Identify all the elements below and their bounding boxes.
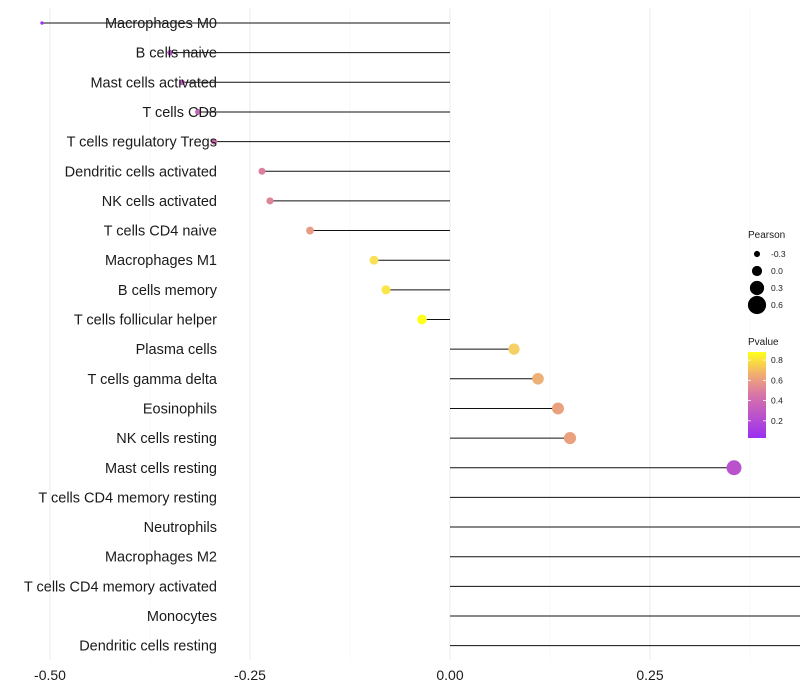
legend-size-key bbox=[751, 265, 763, 277]
legend-size-key bbox=[753, 250, 761, 258]
x-tick-label: -0.25 bbox=[234, 667, 266, 683]
grid-lines bbox=[49, 8, 751, 660]
legend-size-key bbox=[747, 295, 767, 315]
y-category-label: Dendritic cells resting bbox=[79, 639, 217, 655]
lollipop-point bbox=[532, 372, 544, 385]
y-category-label: B cells memory bbox=[118, 283, 218, 299]
lollipop-point bbox=[179, 79, 185, 86]
y-category-label: T cells CD4 naive bbox=[104, 224, 217, 240]
legend-size-label: 0.6 bbox=[771, 300, 783, 310]
legend-pvalue-title: Pvalue bbox=[748, 337, 779, 348]
lollipop-point bbox=[210, 138, 218, 145]
lollipop-point bbox=[40, 21, 44, 25]
lollipop-point bbox=[552, 402, 564, 415]
legend-pvalue: Pvalue 0.8 0.6 0.4 0.2 bbox=[748, 337, 783, 438]
legend-size-label: 0.0 bbox=[771, 266, 783, 276]
lollipop-point bbox=[266, 197, 274, 205]
x-tick-label: 0.00 bbox=[436, 667, 463, 683]
y-category-label: Monocytes bbox=[147, 609, 217, 625]
x-tick-label: -0.50 bbox=[34, 667, 66, 683]
lollipop-point bbox=[417, 314, 427, 325]
y-category-label: T cells CD4 memory activated bbox=[24, 579, 217, 595]
legend-color-label: 0.8 bbox=[771, 355, 783, 365]
legend-color-label: 0.6 bbox=[771, 375, 783, 385]
legend-pearson-title: Pearson bbox=[748, 230, 785, 241]
lollipop-point bbox=[369, 255, 379, 265]
y-category-label: T cells gamma delta bbox=[88, 372, 218, 388]
y-category-label: Macrophages M2 bbox=[105, 550, 217, 566]
y-category-label: T cells follicular helper bbox=[74, 313, 217, 329]
legend-size-label: 0.3 bbox=[771, 283, 783, 293]
y-category-label: Dendritic cells activated bbox=[65, 164, 217, 180]
y-category-label: Mast cells activated bbox=[90, 75, 217, 91]
lollipop-point bbox=[306, 226, 314, 235]
y-category-label: NK cells activated bbox=[102, 194, 217, 210]
lollipop-point bbox=[381, 285, 391, 295]
y-axis-labels: Macrophages M0 B cells naive Mast cells ac… bbox=[24, 16, 218, 655]
y-category-label: B cells naive bbox=[136, 46, 217, 62]
legend-pearson: Pearson -0.3 0.0 0.3 0.6 bbox=[747, 230, 786, 315]
lollipop-point bbox=[508, 343, 520, 355]
legend-color-label: 0.2 bbox=[771, 416, 783, 426]
lollipop-point bbox=[195, 108, 201, 115]
y-category-label: T cells CD4 memory resting bbox=[38, 490, 217, 506]
legend-size-label: -0.3 bbox=[771, 249, 786, 259]
legend-color-label: 0.4 bbox=[771, 396, 783, 406]
y-category-label: Eosinophils bbox=[143, 401, 217, 417]
lollipop-points bbox=[40, 21, 742, 476]
lollipop-stems bbox=[42, 22, 800, 647]
y-category-label: Mast cells resting bbox=[105, 461, 217, 477]
lollipop-point bbox=[726, 460, 742, 476]
lollipop-point bbox=[563, 432, 577, 445]
y-category-label: Macrophages M0 bbox=[105, 16, 217, 32]
lollipop-point bbox=[258, 167, 266, 175]
y-category-label: T cells CD8 bbox=[142, 105, 217, 121]
y-category-label: NK cells resting bbox=[116, 431, 217, 447]
y-category-label: Macrophages M1 bbox=[105, 253, 217, 269]
x-tick-label: 0.25 bbox=[636, 667, 663, 683]
legend-size-key bbox=[749, 280, 765, 296]
lollipop-point bbox=[167, 49, 173, 56]
y-category-label: Plasma cells bbox=[136, 342, 217, 358]
x-axis-labels: -0.50-0.250.000.250.50 bbox=[34, 667, 664, 683]
y-category-label: Neutrophils bbox=[144, 520, 217, 536]
pvalue-colorbar bbox=[748, 352, 766, 438]
y-category-label: T cells regulatory Tregs bbox=[67, 135, 217, 151]
